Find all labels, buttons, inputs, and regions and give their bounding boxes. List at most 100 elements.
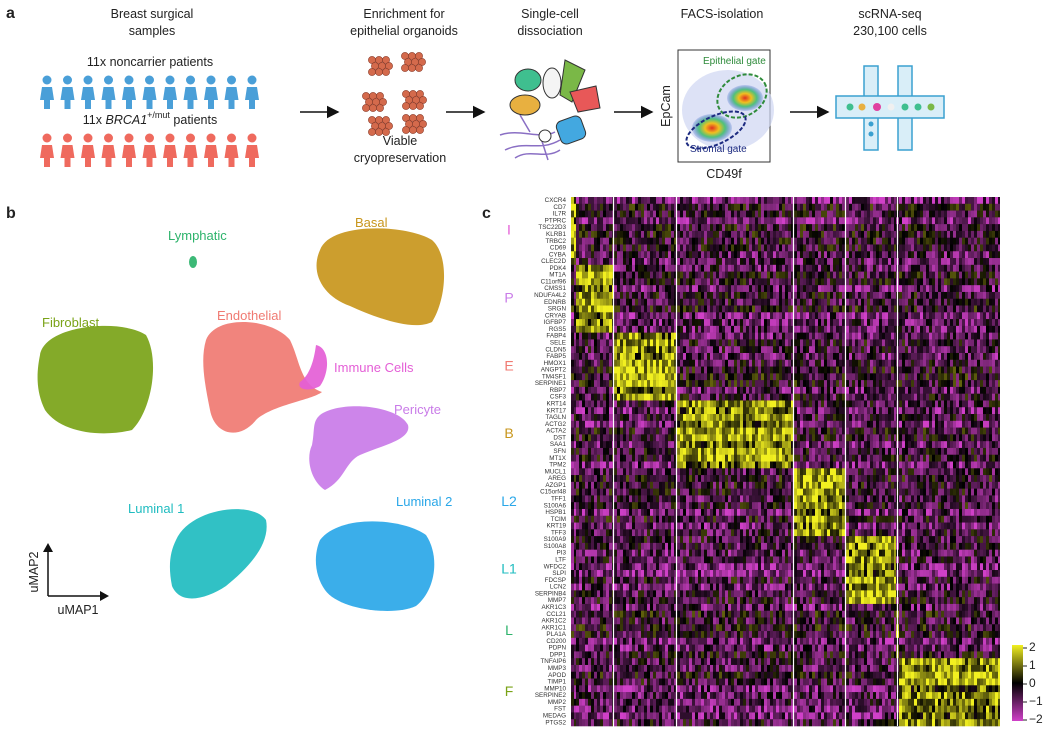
heatmap-cell [600, 414, 603, 422]
heatmap-cell [761, 258, 764, 266]
heatmap-cell [662, 346, 665, 354]
heatmap-cell [704, 366, 707, 374]
heatmap-cell [743, 258, 746, 266]
heatmap-cell [989, 278, 992, 286]
heatmap-cell [959, 298, 962, 306]
heatmap-cell [677, 325, 680, 333]
heatmap-cell [977, 407, 980, 415]
heatmap-cell [606, 346, 609, 354]
heatmap-cell [959, 251, 962, 259]
heatmap-cell [888, 319, 891, 327]
heatmap-cell [626, 386, 629, 394]
heatmap-cell [894, 197, 896, 205]
heatmap-cell [704, 359, 707, 367]
heatmap-cell [716, 400, 719, 408]
heatmap-cell [785, 244, 788, 252]
heatmap-cell [855, 278, 858, 286]
heatmap-cell [770, 373, 773, 381]
heatmap-cell [650, 346, 653, 354]
heatmap-cell [609, 271, 612, 279]
heatmap-cell [689, 203, 692, 211]
patient-body [245, 145, 259, 167]
heatmap-cell [749, 400, 752, 408]
heatmap-cell [800, 359, 803, 367]
heatmap-cell [719, 244, 722, 252]
heatmap-cell [737, 352, 740, 361]
heatmap-cell [603, 366, 606, 374]
heatmap-cell [600, 264, 603, 272]
heatmap-cell [797, 393, 800, 401]
heatmap-cell [728, 285, 731, 293]
heatmap-cell [998, 264, 1000, 272]
heatmap-cell [974, 373, 977, 381]
heatmap-cell [995, 237, 998, 245]
heatmap-cell [971, 264, 974, 272]
heatmap-cell [785, 298, 788, 306]
heatmap-cell [971, 230, 974, 238]
heatmap-cell [873, 400, 876, 408]
heatmap-cell [722, 352, 725, 361]
heatmap-cell [692, 264, 695, 272]
heatmap-cell [983, 319, 986, 327]
heatmap-cell [983, 325, 986, 333]
heatmap-cell [858, 203, 861, 211]
heatmap-cell [635, 380, 638, 388]
heatmap-cell [932, 305, 935, 313]
heatmap-cell [870, 373, 873, 381]
heatmap-cell [704, 230, 707, 238]
heatmap-cell [812, 366, 815, 374]
heatmap-cell [722, 298, 725, 306]
heatmap-cell [894, 210, 896, 218]
heatmap-cell [674, 305, 676, 313]
heatmap-cell [788, 291, 791, 300]
heatmap-cell [833, 197, 836, 205]
heatmap-cell [908, 386, 911, 394]
heatmap-cell [629, 291, 632, 300]
heatmap-cell [785, 237, 788, 245]
heatmap-cell [894, 264, 896, 272]
heatmap-cell [894, 339, 896, 347]
heatmap-cell [986, 264, 989, 272]
heatmap-cell [926, 386, 929, 394]
heatmap-cell [752, 285, 755, 293]
heatmap-cell [932, 237, 935, 245]
heatmap-cell [632, 373, 635, 381]
heatmap-cell [995, 197, 998, 205]
heatmap-cell [986, 271, 989, 279]
heatmap-cell [911, 291, 914, 300]
heatmap-cell [571, 224, 574, 232]
heatmap-cell [941, 203, 944, 211]
heatmap-cell [788, 352, 791, 361]
heatmap-cell [761, 271, 764, 279]
heatmap-cell [959, 366, 962, 374]
heatmap-cell [914, 210, 917, 218]
heatmap-cell [695, 325, 698, 333]
heatmap-cell [603, 373, 606, 381]
heatmap-cell [716, 380, 719, 388]
heatmap-cell [818, 251, 821, 259]
heatmap-cell [722, 414, 725, 422]
heatmap-cell [686, 325, 689, 333]
heatmap-cell [791, 380, 793, 388]
heatmap-cell [797, 210, 800, 218]
heatmap-cell [767, 203, 770, 211]
heatmap-cell [689, 217, 692, 225]
heatmap-cell [989, 298, 992, 306]
heatmap-cell [870, 271, 873, 279]
heatmap-cell [728, 305, 731, 313]
heatmap-cell [980, 386, 983, 394]
heatmap-cell [894, 305, 896, 313]
patient-head [206, 133, 216, 143]
heatmap-cell [812, 400, 815, 408]
heatmap-cell [764, 203, 767, 211]
heatmap-cell [716, 332, 719, 340]
heatmap-cell [861, 414, 864, 422]
heatmap-cell [935, 217, 938, 225]
heatmap-cell [638, 224, 641, 232]
heatmap-cell [755, 325, 758, 333]
heatmap-cell [662, 244, 665, 252]
heatmap-cell [743, 251, 746, 259]
heatmap-cell [959, 352, 962, 361]
heatmap-cell [779, 386, 782, 394]
heatmap-cell [920, 210, 923, 218]
